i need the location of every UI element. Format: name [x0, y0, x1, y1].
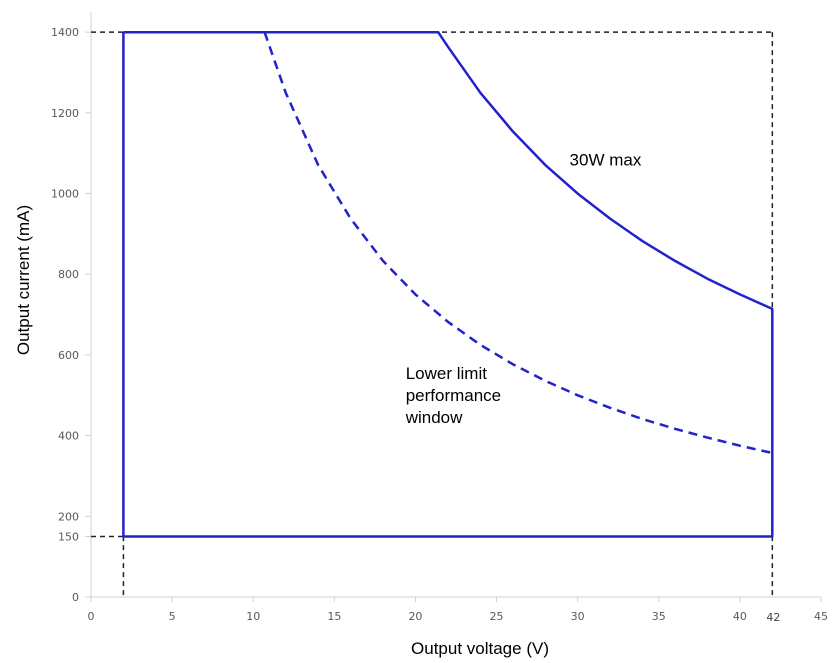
x-tick-label: 5 — [169, 610, 176, 623]
x-tick-label: 20 — [408, 610, 422, 623]
annotation-line: window — [405, 408, 463, 427]
tick-labels: 0 200 400 600 800 1000 1200 1400 150 0 5 10 15 20 25 30… — [51, 26, 828, 624]
annotations: 30W max Lower limit performance window — [405, 150, 642, 427]
x-tick-label: 15 — [327, 610, 341, 623]
x-axis-title: Output voltage (V) — [411, 639, 549, 658]
x-tick-label: 25 — [490, 610, 504, 623]
x-tick-label: 35 — [652, 610, 666, 623]
x-tick-label: 10 — [246, 610, 260, 623]
annotation-lower-limit: Lower limit performance window — [405, 364, 501, 427]
y-tick-label: 400 — [58, 430, 79, 443]
y-tick-label: 800 — [58, 268, 79, 281]
x-tick-label: 45 — [814, 610, 828, 623]
y-tick-label: 1200 — [51, 107, 79, 120]
series-lower-limit — [263, 31, 773, 455]
annotation-line: performance — [406, 386, 501, 405]
axes — [85, 12, 822, 602]
annotation-30w-max: 30W max — [570, 150, 642, 169]
series-layer — [122, 30, 774, 538]
y-tick-label-extra: 150 — [58, 530, 79, 543]
annotation-line: Lower limit — [406, 364, 488, 383]
x-tick-label: 40 — [733, 610, 747, 623]
x-tick-label: 0 — [88, 610, 95, 623]
y-tick-label: 600 — [58, 349, 79, 362]
y-axis-title: Output current (mA) — [14, 205, 33, 355]
y-tick-label: 0 — [72, 591, 79, 604]
reference-lines — [91, 31, 774, 597]
y-tick-label: 1000 — [51, 188, 79, 201]
y-tick-label: 200 — [58, 510, 79, 523]
x-tick-label-extra: 42 — [766, 611, 780, 624]
series-30w-max — [122, 30, 774, 538]
annotation-line: 30W max — [570, 150, 642, 169]
y-tick-label: 1400 — [51, 26, 79, 39]
x-tick-label: 30 — [571, 610, 585, 623]
